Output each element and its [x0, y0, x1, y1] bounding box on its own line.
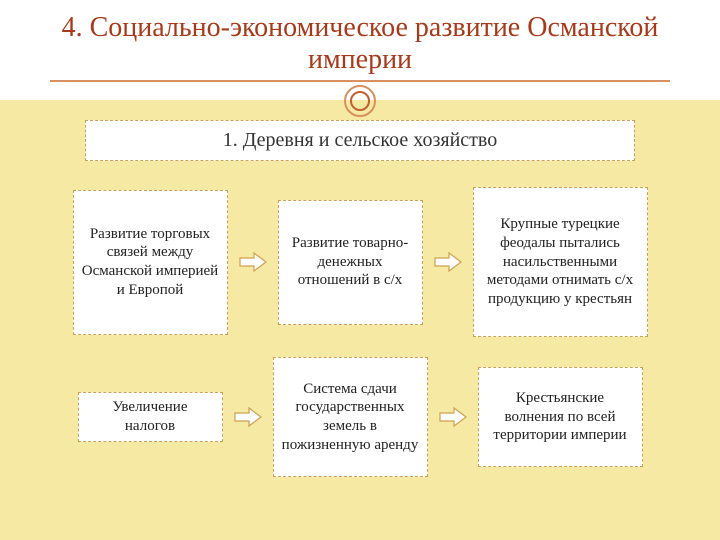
- slide-container: 4. Социально-экономическое развитие Осма…: [0, 0, 720, 540]
- content-area: 1. Деревня и сельское хозяйство Развитие…: [0, 100, 720, 540]
- slide-title: 4. Социально-экономическое развитие Осма…: [20, 12, 700, 76]
- box-feudal-methods: Крупные турецкие феодалы пытались насиль…: [473, 187, 648, 337]
- arrow-icon: [233, 405, 263, 429]
- title-underline: [50, 80, 670, 82]
- flow-row-1: Развитие торговых связей между Османской…: [30, 187, 690, 337]
- box-land-lease: Система сдачи государственных земель в п…: [273, 357, 428, 477]
- box-tax-increase: Увеличение налогов: [78, 392, 223, 442]
- box-peasant-unrest: Крестьянские волнения по всей территории…: [478, 367, 643, 467]
- arrow-icon: [433, 250, 463, 274]
- flow-row-2: Увеличение налогов Система сдачи государ…: [30, 357, 690, 477]
- header: 4. Социально-экономическое развитие Осма…: [0, 0, 720, 90]
- arrow-icon: [238, 250, 268, 274]
- subtitle-text: 1. Деревня и сельское хозяйство: [106, 129, 614, 152]
- arrow-icon: [438, 405, 468, 429]
- subtitle-box: 1. Деревня и сельское хозяйство: [85, 120, 635, 161]
- box-commodity-money: Развитие товарно-денежных отношений в с/…: [278, 200, 423, 325]
- box-trade-development: Развитие торговых связей между Османской…: [73, 190, 228, 335]
- circle-decoration-icon: [343, 84, 377, 118]
